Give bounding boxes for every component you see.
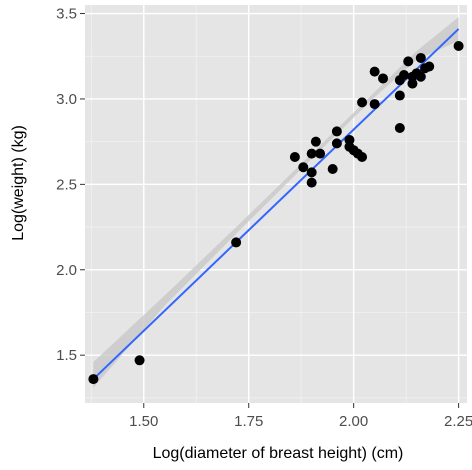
- data-point: [231, 237, 242, 248]
- data-point: [415, 52, 426, 63]
- data-point: [378, 73, 389, 84]
- data-point: [357, 152, 368, 163]
- x-tick-label: 2.00: [339, 413, 368, 430]
- major-gridlines: [85, 5, 467, 403]
- y-tick-label: 3.5: [56, 6, 77, 23]
- fit-line-layer: [92, 28, 460, 380]
- data-point: [331, 138, 342, 149]
- y-tick-label: 1.5: [56, 347, 77, 364]
- data-point: [134, 355, 145, 366]
- data-point: [306, 167, 317, 178]
- data-point: [415, 71, 426, 82]
- y-axis-title: Log(weight) (kg): [10, 125, 27, 241]
- x-tick-label: 2.25: [444, 413, 472, 430]
- data-point: [327, 163, 338, 174]
- data-point: [344, 134, 355, 145]
- y-tick-label: 3.0: [56, 91, 77, 108]
- x-axis-title: Log(diameter of breast height) (cm): [153, 445, 404, 462]
- y-tick-label: 2.5: [56, 176, 77, 193]
- data-point: [331, 126, 342, 137]
- y-axis: 1.5 2.0 2.5 3.0 3.5: [56, 6, 85, 364]
- data-point: [394, 90, 405, 101]
- data-point: [369, 99, 380, 110]
- x-axis: 1.50 1.75 2.00 2.25: [129, 403, 472, 430]
- data-point: [306, 148, 317, 159]
- y-tick-label: 2.0: [56, 262, 77, 279]
- data-point: [289, 152, 300, 163]
- data-point: [88, 374, 99, 385]
- data-point: [399, 70, 410, 81]
- data-point: [407, 78, 418, 89]
- data-point: [424, 61, 435, 72]
- data-point: [357, 97, 368, 108]
- data-point: [369, 66, 380, 77]
- data-point: [403, 56, 414, 67]
- x-tick-label: 1.75: [234, 413, 263, 430]
- data-points: [88, 40, 464, 385]
- data-point: [394, 122, 405, 133]
- x-tick-label: 1.50: [129, 413, 158, 430]
- data-point: [453, 40, 464, 51]
- regression-line: [92, 28, 460, 380]
- data-point: [298, 162, 309, 173]
- data-point: [306, 177, 317, 188]
- data-point: [315, 148, 326, 159]
- data-point: [310, 136, 321, 147]
